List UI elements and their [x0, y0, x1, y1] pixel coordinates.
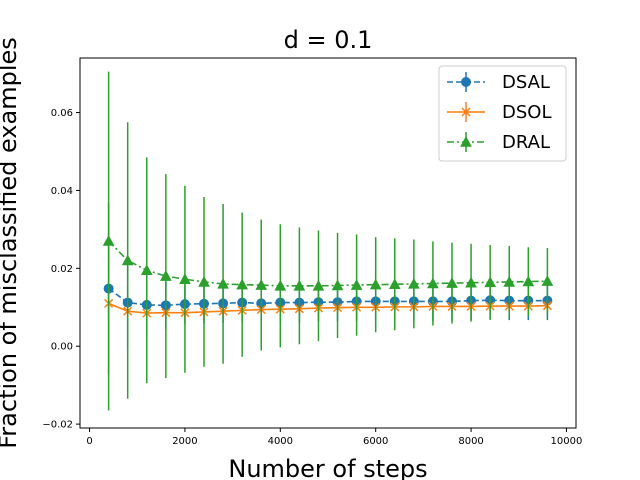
dral-point	[350, 279, 363, 290]
dral-point	[388, 278, 401, 290]
dral-point	[522, 275, 535, 287]
dral-point	[217, 277, 229, 289]
legend: DSAL DSOL DRAL	[438, 65, 567, 162]
legend-dsal-label: DSAL	[502, 72, 550, 93]
y-tick-label: 0.04	[51, 186, 73, 197]
axes-frame	[79, 57, 577, 429]
legend-dsol-label: DSOL	[502, 102, 551, 123]
dral-point	[274, 279, 287, 291]
dral-point	[293, 279, 306, 291]
dral-point	[179, 273, 191, 284]
x-tick-label: 10000	[551, 436, 583, 447]
legend-item-dral: DRAL	[447, 132, 550, 153]
legend-item-dsol: DSOL	[447, 102, 551, 123]
series-dral	[102, 71, 554, 411]
plot-area	[102, 71, 554, 411]
y-axis: −0.02 0.00 0.02 0.04 0.06	[42, 108, 80, 431]
legend-item-dsal: DSAL	[447, 72, 550, 93]
dral-point	[121, 254, 134, 266]
chart-title: d = 0.1	[284, 26, 373, 54]
x-tick-label: 8000	[458, 436, 483, 447]
dral-point	[102, 235, 115, 246]
x-tick-label: 0	[86, 436, 92, 447]
dral-point	[503, 275, 516, 287]
y-tick-label: 0.06	[51, 108, 73, 119]
y-tick-label: 0.02	[51, 264, 73, 275]
y-tick-label: 0.00	[51, 342, 73, 353]
dsol-line	[108, 302, 548, 314]
x-tick-label: 4000	[268, 436, 293, 447]
dral-point	[140, 264, 153, 276]
dral-point	[331, 279, 344, 291]
dral-point	[446, 277, 458, 288]
legend-dsol-marker	[461, 107, 471, 117]
dral-point	[484, 276, 496, 288]
x-tick-label: 2000	[172, 436, 197, 447]
y-tick-label: −0.02	[42, 420, 73, 431]
dral-point	[541, 275, 554, 286]
dral-point	[408, 277, 420, 289]
x-axis: 0 2000 4000 6000 8000 10000	[86, 428, 582, 447]
legend-dsol-marker-stroke-b	[461, 107, 471, 117]
legend-dral-label: DRAL	[502, 132, 550, 153]
dral-point	[427, 277, 439, 289]
legend-frame	[438, 65, 567, 162]
legend-dsal-marker	[461, 77, 471, 87]
x-axis-title: Number of steps	[228, 455, 427, 480]
dral-point	[369, 278, 382, 290]
dral-point	[198, 275, 210, 287]
legend-dral-marker	[460, 135, 472, 147]
x-tick-label: 6000	[363, 436, 388, 447]
y-axis-title: Fraction of misclassified examples	[0, 37, 22, 449]
dral-point	[312, 279, 325, 291]
dral-point	[465, 276, 477, 288]
dral-point	[160, 270, 172, 281]
dral-point	[255, 279, 268, 290]
dral-point	[236, 278, 248, 290]
